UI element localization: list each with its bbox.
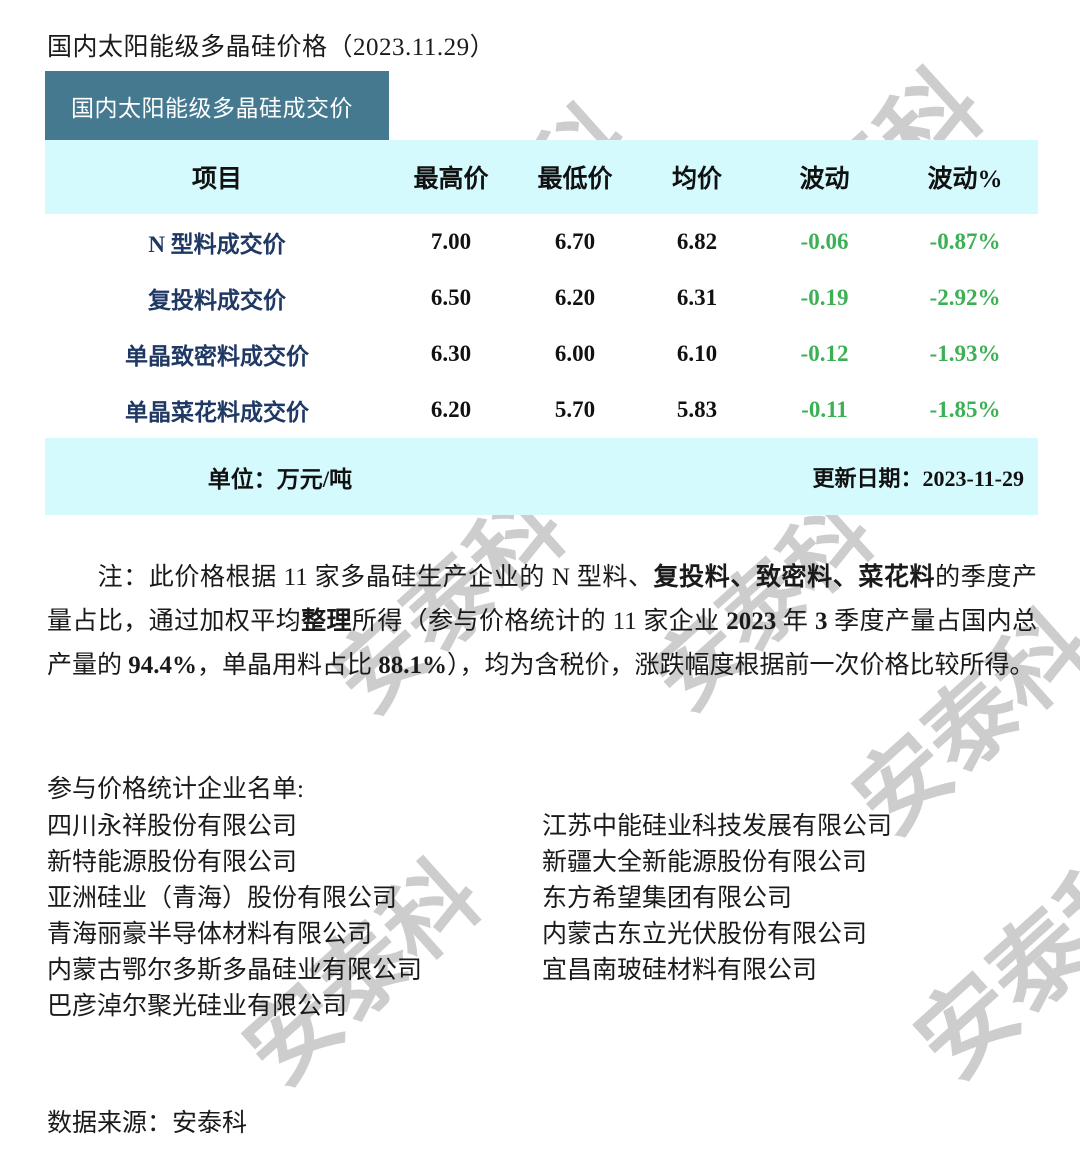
cell-change: -0.12 <box>800 341 849 366</box>
note-seg-2-bold: 复投料、致密料、菜花料 <box>653 564 936 591</box>
cell-item: N 型料成交价 <box>148 232 286 257</box>
table-row: 单晶致密料成交价 6.30 6.00 6.10 -0.12 -1.93% <box>45 326 1038 382</box>
note-seg-13: ），均为含税价，涨跌幅度根据前一次价格比较所得。 <box>447 652 1035 679</box>
table-footer-row: 单位：万元/吨 更新日期：2023-11-29 <box>45 438 1038 515</box>
list-item: 内蒙古鄂尔多斯多晶硅业有限公司 <box>47 957 423 984</box>
unit-label: 单位：万元/吨 <box>207 466 353 492</box>
column-header-item: 项目 <box>191 166 242 193</box>
data-source-line: 数据来源：安泰科 <box>47 1110 248 1137</box>
column-header-change-pct: 波动% <box>927 166 1003 193</box>
list-item: 东方希望集团有限公司 <box>542 885 793 912</box>
list-item: 四川永祥股份有限公司 <box>47 813 298 840</box>
note-seg-12-bold: 88.1% <box>378 652 448 679</box>
note-seg-3: 的季度产量占比，通过加权平均 <box>47 564 1037 635</box>
note-seg-1: 注：此价格根据 11 家多晶硅生产企业的 N 型料、 <box>97 564 654 591</box>
column-header-avg: 均价 <box>671 166 722 193</box>
cell-high: 6.20 <box>430 397 472 422</box>
company-list-right-column: 江苏中能硅业科技发展有限公司 新疆大全新能源股份有限公司 东方希望集团有限公司 … <box>542 809 1037 1025</box>
cell-low: 6.70 <box>554 229 596 254</box>
list-item: 新疆大全新能源股份有限公司 <box>542 849 868 876</box>
cell-high: 6.50 <box>430 285 472 310</box>
table-header-row: 项目 最高价 最低价 均价 波动 波动% <box>45 140 1038 214</box>
update-date-block: 更新日期：2023-11-29 <box>813 461 1038 493</box>
cell-low: 6.00 <box>554 341 596 366</box>
table-banner-label: 国内太阳能级多晶硅成交价 <box>71 94 353 121</box>
update-date-label: 更新日期： <box>812 465 923 491</box>
cell-item: 复投料成交价 <box>148 288 286 313</box>
list-item: 亚洲硅业（青海）股份有限公司 <box>47 885 398 912</box>
page-title: 国内太阳能级多晶硅价格（2023.11.29） <box>47 34 496 61</box>
note-seg-8-bold: 3 <box>814 608 828 635</box>
table-row: N 型料成交价 7.00 6.70 6.82 -0.06 -0.87% <box>45 214 1038 270</box>
table-banner: 国内太阳能级多晶硅成交价 <box>45 71 389 140</box>
table-row: 单晶菜花料成交价 6.20 5.70 5.83 -0.11 -1.85% <box>45 382 1038 438</box>
note-seg-9: 季度产量占国内总产量的 <box>47 608 1037 679</box>
note-seg-11: ，单晶用料占比 <box>197 652 379 679</box>
column-header-change: 波动 <box>799 166 850 193</box>
company-list-section: 参与价格统计企业名单: 四川永祥股份有限公司 新特能源股份有限公司 亚洲硅业（青… <box>47 772 1037 1025</box>
cell-change-pct: -1.93% <box>929 341 1001 366</box>
list-item: 巴彦淖尔聚光硅业有限公司 <box>47 993 348 1020</box>
note-seg-7: 年 <box>776 608 815 635</box>
list-item: 内蒙古东立光伏股份有限公司 <box>542 921 868 948</box>
cell-item: 单晶菜花料成交价 <box>125 400 309 425</box>
cell-high: 6.30 <box>430 341 472 366</box>
cell-high: 7.00 <box>430 229 472 254</box>
note-seg-10-bold: 94.4% <box>128 652 198 679</box>
column-header-low: 最低价 <box>537 166 613 193</box>
list-item: 青海丽豪半导体材料有限公司 <box>47 921 373 948</box>
cell-item: 单晶致密料成交价 <box>125 344 309 369</box>
cell-change: -0.06 <box>800 229 849 254</box>
note-seg-4-bold: 整理 <box>301 608 352 635</box>
cell-avg: 6.10 <box>676 341 718 366</box>
list-item: 宜昌南玻硅材料有限公司 <box>542 957 818 984</box>
note-paragraph: 注：此价格根据 11 家多晶硅生产企业的 N 型料、复投料、致密料、菜花料的季度… <box>47 556 1037 688</box>
note-seg-6-bold: 2023 <box>726 608 777 635</box>
cell-avg: 6.82 <box>676 229 718 254</box>
list-item: 江苏中能硅业科技发展有限公司 <box>542 813 893 840</box>
cell-avg: 6.31 <box>676 285 718 310</box>
cell-change: -0.11 <box>801 397 848 422</box>
company-list-columns: 四川永祥股份有限公司 新特能源股份有限公司 亚洲硅业（青海）股份有限公司 青海丽… <box>47 809 1037 1025</box>
cell-change: -0.19 <box>800 285 849 310</box>
cell-change-pct: -2.92% <box>929 285 1001 310</box>
company-list-left-column: 四川永祥股份有限公司 新特能源股份有限公司 亚洲硅业（青海）股份有限公司 青海丽… <box>47 809 542 1025</box>
column-header-high: 最高价 <box>413 166 489 193</box>
note-seg-5: 所得（参与价格统计的 11 家企业 <box>351 608 727 635</box>
cell-low: 5.70 <box>554 397 596 422</box>
cell-change-pct: -1.85% <box>929 397 1001 422</box>
update-date-value: 2023-11-29 <box>922 465 1024 491</box>
cell-low: 6.20 <box>554 285 596 310</box>
table-row: 复投料成交价 6.50 6.20 6.31 -0.19 -2.92% <box>45 270 1038 326</box>
price-table: 国内太阳能级多晶硅成交价 项目 最高价 最低价 均价 波动 波动% N 型料成交… <box>45 71 1038 515</box>
cell-avg: 5.83 <box>676 397 718 422</box>
list-item: 新特能源股份有限公司 <box>47 849 298 876</box>
company-list-heading: 参与价格统计企业名单: <box>47 776 304 803</box>
cell-change-pct: -0.87% <box>929 229 1001 254</box>
